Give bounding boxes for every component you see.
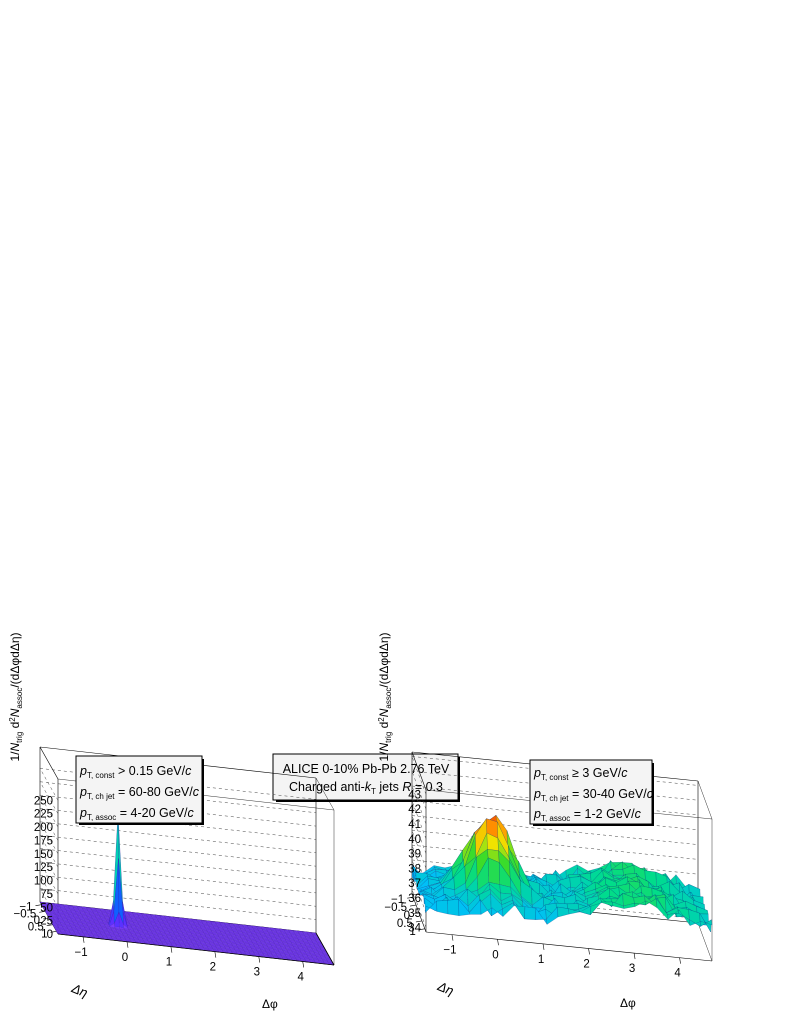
z-tick-label: 36: [408, 893, 421, 905]
x-tick-label: 1: [166, 957, 172, 969]
x-tick-label: 1: [538, 954, 544, 966]
x-tick-label: −1: [75, 947, 88, 959]
x-tick-label: 4: [298, 971, 305, 983]
z-tick-label: 100: [34, 876, 53, 888]
x-tick-label: 2: [583, 958, 589, 970]
right-legend-const: pT, const ≥ 3 GeV/c: [533, 766, 628, 782]
eta-tick-label: 0.5: [397, 918, 413, 930]
right-legend-assoc: pT, assoc = 1-2 GeV/c: [533, 807, 642, 823]
surface-cell: [436, 900, 449, 915]
z-tick-label: 150: [34, 849, 53, 861]
eta-tick-label: 0: [34, 915, 40, 927]
z-tick-label: 41: [408, 819, 421, 831]
x-tick-label: −1: [443, 945, 456, 957]
x-tick-label: 0: [492, 949, 498, 961]
eta-tick-label: 0: [404, 910, 410, 922]
left-legend-chjet: pT, ch jet = 60-80 GeV/c: [79, 785, 200, 801]
right-z-axis-title: 1/Ntrig d2Nassoc/(dΔφdΔη): [377, 632, 393, 761]
z-tick-label: 42: [408, 804, 421, 816]
eta-tick-label: −0.5: [14, 908, 37, 920]
header-box: ALICE 0-10% Pb-Pb 2.76 TeV Charged anti-…: [272, 753, 460, 802]
x-tick-label: 2: [210, 962, 216, 974]
z-tick-label: 50: [40, 902, 53, 914]
z-tick-label: 39: [408, 849, 421, 861]
z-tick-label: 43: [408, 789, 421, 801]
z-tick-label: 225: [34, 809, 53, 821]
z-tick-label: 200: [34, 822, 53, 834]
x-tick-label: 0: [122, 952, 128, 964]
surface-cell: [557, 906, 570, 918]
x-tick-label: 3: [629, 963, 635, 975]
z-tick-label: 35: [408, 908, 421, 920]
header-line-1: ALICE 0-10% Pb-Pb 2.76 TeV: [283, 762, 450, 776]
left-legend-box: pT, const > 0.15 GeV/c pT, ch jet = 60-8…: [75, 755, 204, 825]
eta-tick-label: 1: [409, 926, 415, 938]
left-legend-assoc: pT, assoc = 4-20 GeV/c: [79, 806, 195, 822]
surface-cell: [524, 906, 537, 920]
z-tick-label: 175: [34, 835, 53, 847]
right-x-axis-title: Δφ: [620, 996, 636, 1010]
eta-tick-label: 1: [41, 928, 47, 940]
z-tick-label: 250: [34, 795, 53, 807]
z-tick-label: 75: [40, 889, 53, 901]
right-surface: [411, 814, 713, 933]
z-tick-label: 37: [408, 878, 421, 890]
eta-tick-label: −1: [19, 902, 32, 914]
z-tick-label: 125: [34, 862, 53, 874]
z-tick-label: 40: [408, 834, 421, 846]
z-tick-label: 34: [408, 923, 421, 935]
x-tick-label: 4: [674, 968, 681, 980]
x-tick-label: 3: [254, 967, 260, 979]
left-z-axis-title: 1/Ntrig d2Nassoc/(dΔφdΔη): [8, 632, 24, 761]
eta-tick-label: −0.5: [384, 902, 407, 914]
surface-cell: [611, 869, 624, 876]
z-tick-label: 0: [47, 929, 53, 941]
surface-cell: [447, 899, 460, 916]
left-surface: [39, 813, 335, 966]
surface-cell: [700, 919, 713, 927]
left-legend-const: pT, const > 0.15 GeV/c: [79, 764, 192, 780]
eta-tick-label: −1: [391, 894, 404, 906]
right-eta-axis-title: Δη: [435, 978, 456, 998]
right-legend-chjet: pT, ch jet = 30-40 GeV/c: [533, 787, 654, 803]
z-tick-label: 38: [408, 863, 421, 875]
left-x-axis-title: Δφ: [262, 997, 278, 1011]
eta-tick-label: 0.5: [28, 922, 44, 934]
right-legend-box: pT, const ≥ 3 GeV/c pT, ch jet = 30-40 G…: [529, 759, 654, 826]
surface-cell: [601, 901, 614, 907]
left-eta-axis-title: Δη: [69, 980, 90, 1000]
z-tick-label: 25: [40, 916, 53, 928]
